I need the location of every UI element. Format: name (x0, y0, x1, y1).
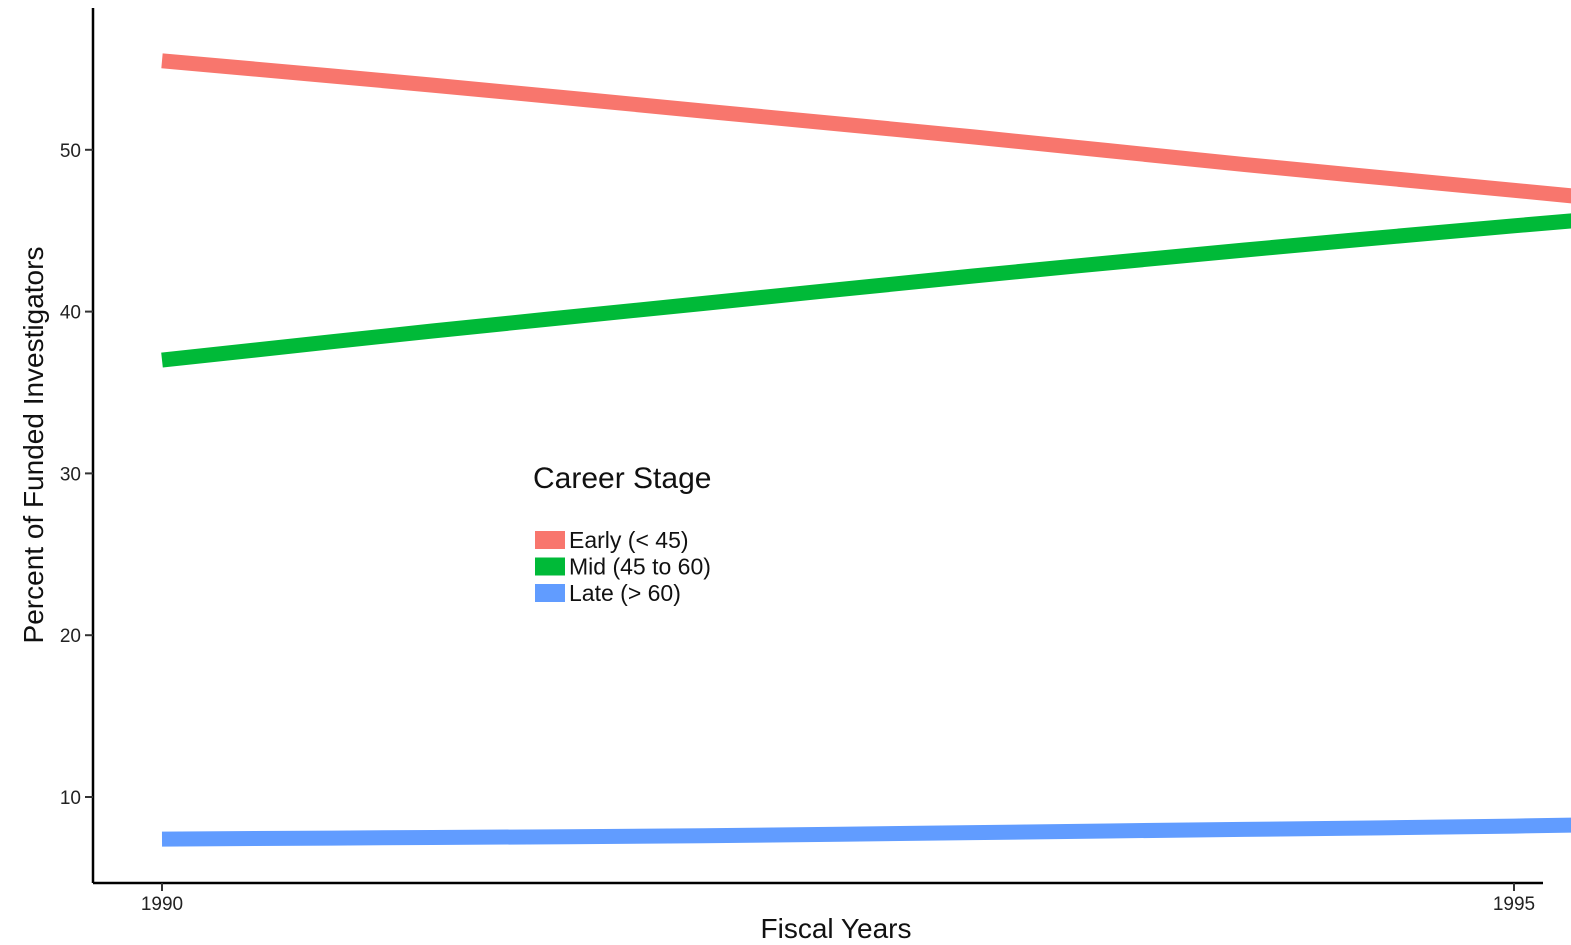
chart-axes (93, 8, 1543, 883)
chart-ticks: 1990199520002005201020151020304050 (60, 141, 1571, 915)
x-tick-label: 1990 (141, 894, 183, 915)
y-tick-label: 20 (60, 626, 81, 647)
y-tick-label: 30 (60, 464, 81, 485)
legend-label-2: Late (> 60) (569, 580, 681, 606)
y-tick-label: 10 (60, 788, 81, 809)
legend-swatch-2 (535, 584, 565, 602)
legend-label-0: Early (< 45) (569, 527, 689, 553)
series-line-1 (162, 109, 1571, 360)
y-tick-label: 40 (60, 303, 81, 324)
legend-swatch-0 (535, 531, 565, 549)
series-line-0 (162, 61, 1571, 458)
chart-series (162, 61, 1571, 839)
y-axis-title: Percent of Funded Investigators (18, 247, 49, 644)
x-tick-label: 1995 (1493, 894, 1535, 915)
legend-title: Career Stage (533, 462, 711, 495)
legend: Career Stage Early (< 45)Mid (45 to 60)L… (533, 462, 711, 606)
x-axis-title: Fiscal Years (761, 913, 912, 944)
legend-swatch-1 (535, 558, 565, 576)
y-tick-label: 50 (60, 141, 81, 162)
legend-label-1: Mid (45 to 60) (569, 554, 711, 580)
series-line-2 (162, 605, 1571, 840)
